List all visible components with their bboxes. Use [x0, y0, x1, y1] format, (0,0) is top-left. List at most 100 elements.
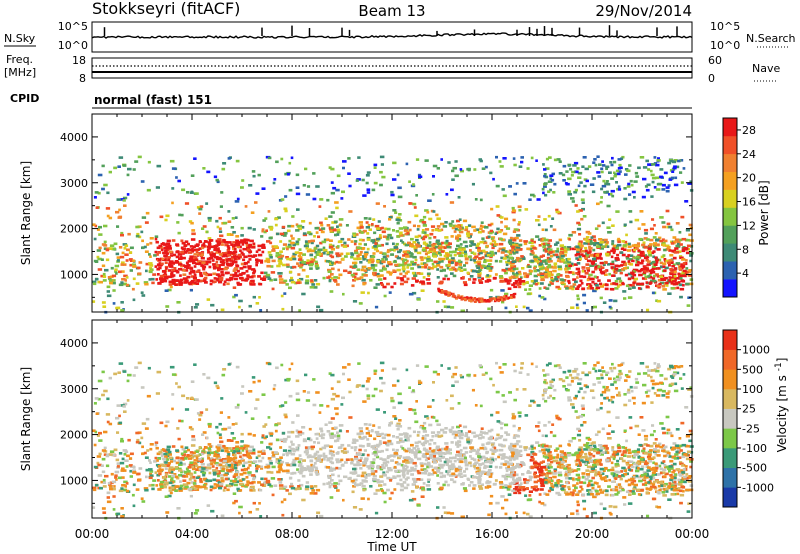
power-cell — [164, 289, 169, 292]
power-cell — [357, 257, 362, 260]
power-cell — [624, 173, 628, 176]
power-cell — [523, 240, 528, 243]
velocity-cell — [354, 483, 359, 487]
velocity-cell — [290, 472, 294, 475]
velocity-cell — [537, 421, 541, 424]
power-cell — [360, 268, 365, 272]
power-cell — [477, 230, 482, 234]
power-cell — [140, 180, 145, 183]
velocity-cell — [149, 470, 154, 473]
velocity-cell — [416, 469, 420, 473]
power-cell — [121, 251, 125, 255]
power-cell — [578, 240, 583, 243]
velocity-cell — [608, 424, 612, 427]
power-cell — [321, 240, 327, 244]
power-cell — [472, 269, 477, 273]
power-cell — [511, 260, 517, 263]
power-cell — [138, 235, 142, 239]
power-cell — [400, 239, 403, 242]
power-cell — [190, 221, 194, 225]
power-cell — [670, 287, 675, 290]
velocity-cell — [407, 426, 412, 430]
power-cell — [490, 254, 493, 257]
power-cell — [664, 266, 669, 270]
power-cell — [621, 282, 625, 286]
velocity-cell — [597, 430, 601, 434]
power-cell — [618, 163, 622, 167]
velocity-cell — [176, 427, 180, 430]
nsky-tick-bottom: 10^0 — [58, 39, 88, 52]
power-cell — [379, 234, 382, 237]
power-cell — [680, 263, 685, 266]
power-cell — [665, 209, 670, 213]
velocity-cell — [652, 476, 656, 480]
power-cell — [606, 226, 611, 229]
velocity-cell — [427, 480, 430, 483]
power-cell — [589, 264, 594, 267]
power-cell — [547, 263, 552, 267]
power-cell — [495, 205, 500, 208]
power-cell — [542, 245, 546, 249]
power-cell — [404, 253, 409, 256]
power-cell — [239, 249, 242, 252]
power-cell — [448, 292, 451, 295]
power-cell — [677, 244, 681, 248]
power-cell — [394, 211, 398, 214]
power-cell — [459, 243, 463, 246]
power-cell — [213, 175, 218, 179]
velocity-cell — [593, 460, 598, 464]
power-cell — [576, 258, 581, 261]
power-cell — [322, 252, 326, 255]
power-cell — [339, 223, 342, 226]
power-cell — [118, 246, 123, 249]
power-cell — [613, 174, 617, 178]
velocity-cell — [261, 435, 265, 439]
power-cell — [555, 255, 560, 259]
power-cell — [484, 266, 488, 269]
velocity-cell — [464, 434, 469, 438]
power-cell — [498, 230, 502, 234]
power-cell — [530, 239, 534, 242]
power-cell — [399, 231, 403, 235]
power-cell — [295, 192, 301, 196]
power-cell — [239, 267, 244, 270]
power-cell — [654, 243, 657, 247]
power-cell — [685, 251, 690, 255]
velocity-cell — [93, 443, 97, 447]
power-cell — [543, 247, 547, 251]
power-cell — [634, 171, 639, 175]
power-cell — [641, 277, 645, 280]
power-cell — [440, 289, 444, 292]
velocity-cell — [328, 484, 332, 488]
power-cell — [220, 191, 224, 194]
power-cell — [533, 240, 536, 244]
velocity-cell — [584, 452, 588, 456]
velocity-cell — [186, 481, 191, 485]
power-cell — [436, 217, 441, 220]
power-cell — [198, 261, 204, 265]
power-cell — [535, 269, 541, 272]
power-cell — [185, 249, 189, 253]
power-cell — [195, 250, 199, 253]
velocity-cell — [506, 488, 511, 491]
velocity-cell — [386, 476, 391, 480]
power-cell — [412, 202, 417, 206]
power-cell — [379, 170, 383, 174]
power-cell — [481, 230, 485, 233]
velocity-cell — [421, 488, 426, 492]
power-cell — [572, 278, 577, 281]
power-cell — [285, 263, 290, 267]
velocity-cell — [93, 465, 98, 469]
power-cell — [560, 254, 565, 258]
velocity-cell — [451, 426, 455, 429]
power-cell — [207, 242, 212, 246]
velocity-cell — [291, 421, 295, 424]
power-cell — [166, 258, 171, 261]
velocity-cell — [487, 480, 492, 484]
power-cell — [627, 277, 631, 280]
velocity-cell — [260, 467, 264, 470]
power-cell — [451, 266, 456, 270]
power-cell — [561, 279, 565, 282]
power-cell — [383, 252, 387, 256]
power-cell — [513, 265, 517, 268]
